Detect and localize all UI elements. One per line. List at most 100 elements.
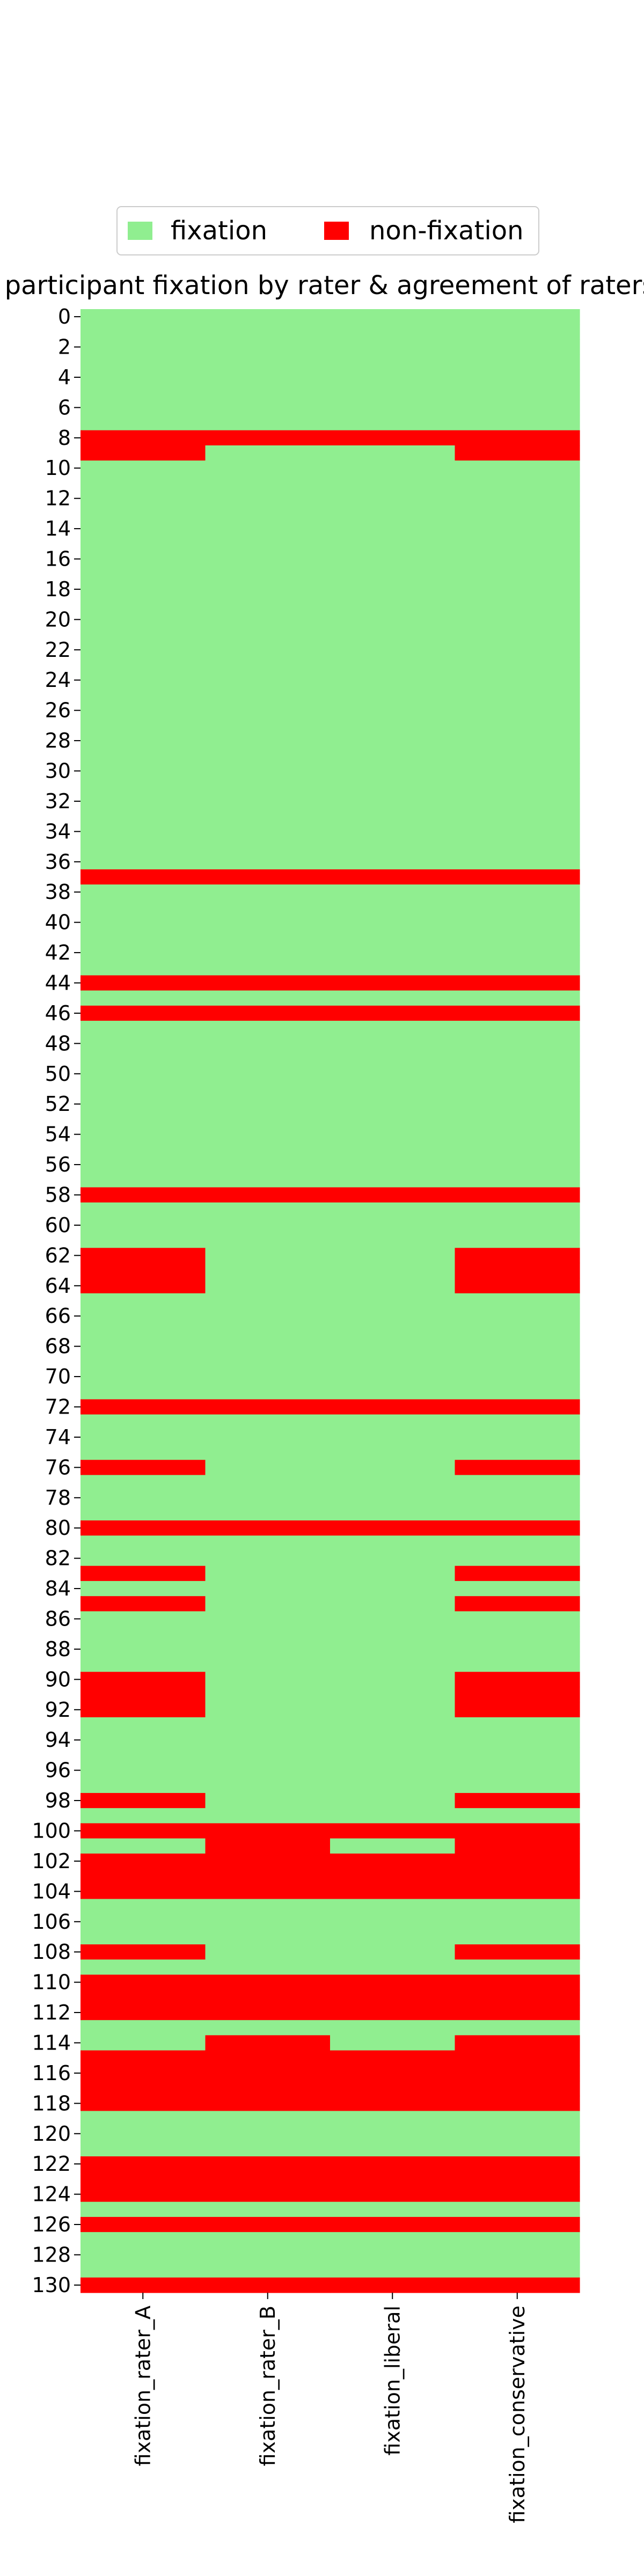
cell-fixation_rater_A-row-113 xyxy=(80,2020,206,2036)
cell-fixation_liberal-row-14 xyxy=(330,521,456,537)
cell-fixation_rater_A-row-74 xyxy=(80,1429,206,1445)
cell-fixation_liberal-row-44 xyxy=(330,975,456,991)
cell-fixation_rater_A-row-30 xyxy=(80,763,206,779)
cell-fixation_rater_A-row-109 xyxy=(80,1959,206,1975)
cell-fixation_conservative-row-42 xyxy=(455,945,580,961)
cell-fixation_rater_B-row-103 xyxy=(205,1869,331,1884)
y-tick-label-80: 80 xyxy=(45,1516,71,1540)
cell-fixation_rater_B-row-80 xyxy=(205,1520,331,1536)
cell-fixation_conservative-row-107 xyxy=(455,1929,580,1945)
cell-fixation_rater_B-row-81 xyxy=(205,1535,331,1552)
cell-fixation_rater_B-row-115 xyxy=(205,2050,331,2066)
cell-fixation_rater_B-row-90 xyxy=(205,1672,331,1688)
cell-fixation_rater_A-row-83 xyxy=(80,1565,206,1582)
cell-fixation_liberal-row-72 xyxy=(330,1399,456,1415)
cell-fixation_rater_B-row-66 xyxy=(205,1308,331,1324)
y-tick-label-76: 76 xyxy=(45,1455,71,1479)
cell-fixation_rater_B-row-14 xyxy=(205,521,331,537)
cell-fixation_rater_A-row-19 xyxy=(80,597,206,612)
cell-fixation_conservative-row-117 xyxy=(455,2081,580,2096)
cell-fixation_rater_A-row-86 xyxy=(80,1611,206,1627)
cell-fixation_conservative-row-23 xyxy=(455,657,580,673)
y-tick-label-110: 110 xyxy=(32,1971,71,1994)
cell-fixation_liberal-row-24 xyxy=(330,672,456,688)
cell-fixation_conservative-row-26 xyxy=(455,702,580,719)
cell-fixation_conservative-row-11 xyxy=(455,475,580,492)
cell-fixation_rater_B-row-44 xyxy=(205,975,331,991)
cell-fixation_rater_B-row-114 xyxy=(205,2035,331,2051)
cell-fixation_liberal-row-51 xyxy=(330,1081,456,1097)
cell-fixation_liberal-row-112 xyxy=(330,2004,456,2021)
cell-fixation_rater_A-row-125 xyxy=(80,2201,206,2218)
cell-fixation_rater_A-row-43 xyxy=(80,960,206,976)
cell-fixation_conservative-row-71 xyxy=(455,1384,580,1400)
cell-fixation_liberal-row-110 xyxy=(330,1974,456,1990)
cell-fixation_liberal-row-39 xyxy=(330,899,456,916)
y-axis-ticks: 0246810121416182022242628303234363840424… xyxy=(32,305,80,2297)
cell-fixation_conservative-row-101 xyxy=(455,1838,580,1854)
cell-fixation_rater_B-row-83 xyxy=(205,1565,331,1582)
cell-fixation_conservative-row-115 xyxy=(455,2050,580,2066)
y-tick-label-90: 90 xyxy=(45,1667,71,1691)
cell-fixation_rater_A-row-95 xyxy=(80,1747,206,1763)
y-tick-label-10: 10 xyxy=(45,456,71,480)
cell-fixation_rater_A-row-46 xyxy=(80,1005,206,1021)
y-tick-label-96: 96 xyxy=(45,1759,71,1782)
cell-fixation_conservative-row-51 xyxy=(455,1081,580,1097)
cell-fixation_rater_B-row-129 xyxy=(205,2262,331,2278)
cell-fixation_liberal-row-30 xyxy=(330,763,456,779)
y-tick-label-8: 8 xyxy=(58,426,71,450)
cell-fixation_conservative-row-49 xyxy=(455,1051,580,1067)
cell-fixation_conservative-row-31 xyxy=(455,778,580,794)
cell-fixation_conservative-row-6 xyxy=(455,400,580,416)
x-tick-label-fixation_rater_A: fixation_rater_A xyxy=(131,2306,155,2466)
y-tick-label-104: 104 xyxy=(32,1879,71,1903)
cell-fixation_rater_B-row-58 xyxy=(205,1187,331,1203)
cell-fixation_conservative-row-125 xyxy=(455,2201,580,2218)
cell-fixation_liberal-row-96 xyxy=(330,1762,456,1779)
cell-fixation_rater_B-row-40 xyxy=(205,914,331,931)
cell-fixation_conservative-row-104 xyxy=(455,1884,580,1900)
y-tick-label-12: 12 xyxy=(45,487,71,510)
y-tick-label-50: 50 xyxy=(45,1062,71,1086)
y-tick-label-70: 70 xyxy=(45,1365,71,1388)
cell-fixation_liberal-row-37 xyxy=(330,869,456,885)
y-tick-label-68: 68 xyxy=(45,1335,71,1358)
cell-fixation_liberal-row-54 xyxy=(330,1126,456,1143)
cell-fixation_rater_A-row-116 xyxy=(80,2065,206,2081)
cell-fixation_conservative-row-126 xyxy=(455,2216,580,2233)
cell-fixation_conservative-row-4 xyxy=(455,369,580,385)
cell-fixation_liberal-row-26 xyxy=(330,702,456,719)
cell-fixation_conservative-row-95 xyxy=(455,1747,580,1763)
cell-fixation_rater_B-row-67 xyxy=(205,1323,331,1340)
y-tick-label-18: 18 xyxy=(45,577,71,601)
cell-fixation_conservative-row-80 xyxy=(455,1520,580,1536)
cell-fixation_conservative-row-9 xyxy=(455,445,580,461)
cell-fixation_rater_B-row-94 xyxy=(205,1732,331,1748)
cell-fixation_rater_A-row-103 xyxy=(80,1869,206,1884)
cell-fixation_rater_B-row-100 xyxy=(205,1823,331,1839)
cell-fixation_rater_B-row-31 xyxy=(205,778,331,794)
cell-fixation_rater_B-row-89 xyxy=(205,1657,331,1672)
cell-fixation_rater_B-row-69 xyxy=(205,1353,331,1370)
cell-fixation_rater_A-row-4 xyxy=(80,369,206,385)
cell-fixation_rater_B-row-65 xyxy=(205,1293,331,1309)
cell-fixation_liberal-row-2 xyxy=(330,339,456,355)
cell-fixation_conservative-row-44 xyxy=(455,975,580,991)
cell-fixation_rater_A-row-66 xyxy=(80,1308,206,1324)
cell-fixation_rater_B-row-127 xyxy=(205,2232,331,2248)
cell-fixation_rater_A-row-76 xyxy=(80,1460,206,1476)
cell-fixation_liberal-row-81 xyxy=(330,1535,456,1552)
cell-fixation_rater_B-row-107 xyxy=(205,1929,331,1945)
cell-fixation_rater_A-row-108 xyxy=(80,1944,206,1960)
cell-fixation_liberal-row-33 xyxy=(330,809,456,824)
cell-fixation_rater_A-row-101 xyxy=(80,1838,206,1854)
y-tick-label-58: 58 xyxy=(45,1183,71,1207)
cell-fixation_conservative-row-17 xyxy=(455,566,580,582)
cell-fixation_liberal-row-97 xyxy=(330,1777,456,1794)
cell-fixation_conservative-row-30 xyxy=(455,763,580,779)
legend: fixation non-fixation xyxy=(116,206,539,255)
cell-fixation_rater_A-row-129 xyxy=(80,2262,206,2278)
cell-fixation_conservative-row-116 xyxy=(455,2065,580,2081)
cell-fixation_rater_B-row-109 xyxy=(205,1959,331,1975)
